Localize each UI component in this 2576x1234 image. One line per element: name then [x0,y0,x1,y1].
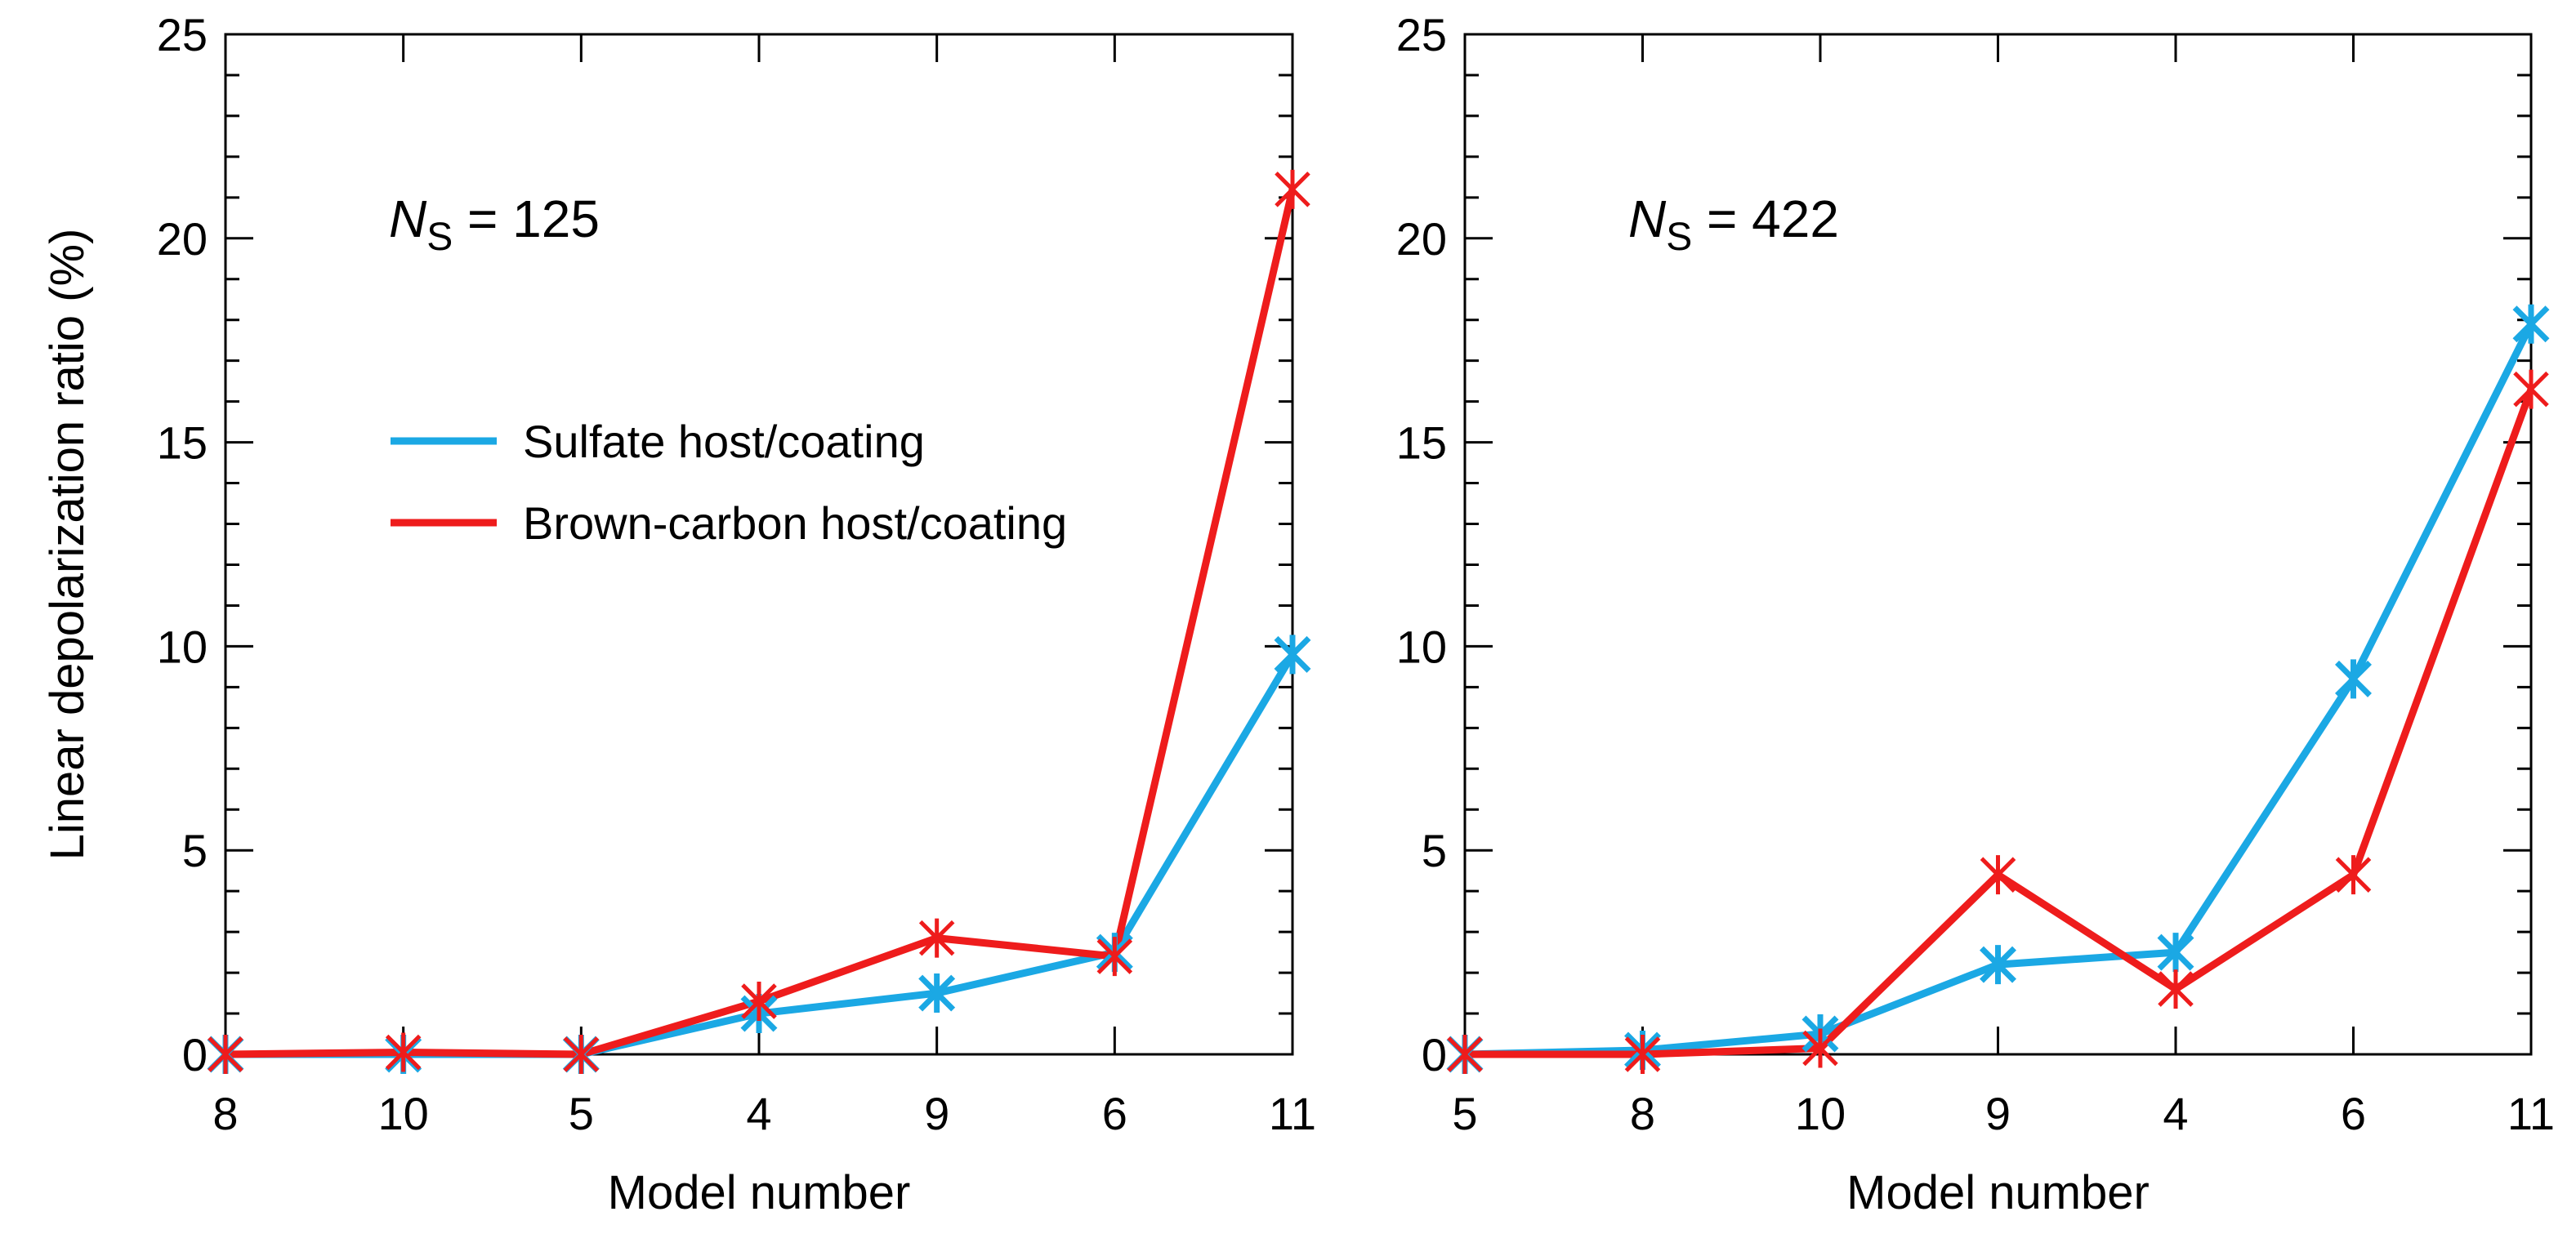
data-point-brown-carbon [741,982,777,1022]
x-tick-label: 11 [1269,1088,1316,1139]
panel-1: 0 5 10 15 20 25 8 10 5 4 9 6 11 Model number Linear de… [41,9,1316,1219]
data-point-sulfate [2335,659,2372,699]
plot-frame [1463,33,2533,1056]
data-point-sulfate [2512,304,2550,344]
x-tick-label: 11 [2507,1088,2555,1139]
y-tick-label: 25 [157,9,208,60]
ns-subscript: S [426,216,453,259]
legend-label-sulfate: Sulfate host/coating [523,416,925,467]
ns-subscript: S [1666,216,1692,259]
x-tick-label: 5 [1452,1088,1477,1139]
x-axis-title: Model number [608,1166,911,1219]
data-point-brown-carbon [1275,169,1310,209]
y-tick-label: 15 [157,417,208,469]
y-tick-label: 10 [1396,621,1447,672]
x-tick-label: 10 [1795,1088,1846,1139]
data-point-brown-carbon [1624,1035,1661,1074]
data-point-brown-carbon [1802,1028,1838,1068]
x-tick-label: 8 [1630,1088,1655,1139]
data-point-brown-carbon [918,918,955,958]
legend-label-brown-carbon: Brown-carbon host/coating [523,497,1067,549]
data-point-brown-carbon [1447,1035,1483,1074]
ns-value: = 125 [453,189,600,248]
data-point-sulfate [1274,635,1311,675]
data-point-brown-carbon [385,1032,422,1072]
series-line-sulfate [1464,322,2535,1058]
data-point-sulfate [918,973,956,1013]
data-point-brown-carbon [208,1035,243,1074]
y-tick-label: 5 [182,825,208,876]
y-axis-title: Linear depolarization ratio (%) [41,229,94,861]
ns-value: = 422 [1692,189,1839,248]
x-tick-label: 9 [924,1088,949,1139]
y-tick-label: 0 [1422,1029,1447,1080]
x-axis-title: Model number [1846,1166,2150,1219]
x-tick-label: 6 [2341,1088,2366,1139]
legend: Sulfate host/coating Brown-carbon host/co… [391,416,1067,549]
y-tick-label: 20 [1396,213,1447,265]
ns-symbol: N [389,189,427,248]
data-point-brown-carbon [2513,369,2549,409]
ns-symbol: N [1628,189,1667,248]
data-point-brown-carbon [563,1035,600,1074]
ns-annotation: NS = 125 [389,189,600,259]
x-tick-label: 10 [378,1088,429,1139]
data-point-sulfate [2157,933,2194,973]
y-tick-label: 15 [1396,417,1447,469]
x-tick-label: 5 [569,1088,594,1139]
data-point-brown-carbon [2335,855,2372,895]
y-tick-label: 5 [1422,825,1447,876]
data-point-brown-carbon [2158,969,2194,1009]
y-tick-label: 0 [182,1029,208,1080]
y-tick-label: 25 [1396,9,1447,60]
x-tick-label: 8 [212,1088,238,1139]
data-point-brown-carbon [1096,937,1133,977]
data-point-sulfate [1980,945,2016,985]
x-tick-label: 6 [1102,1088,1127,1139]
data-point-brown-carbon [1980,855,2016,895]
x-tick-label: 4 [2163,1088,2188,1139]
y-tick-label: 10 [157,621,208,672]
x-tick-label: 4 [746,1088,771,1139]
ns-annotation: NS = 422 [1628,189,1839,259]
x-tick-label: 9 [1985,1088,2011,1139]
y-tick-label: 20 [157,213,208,265]
